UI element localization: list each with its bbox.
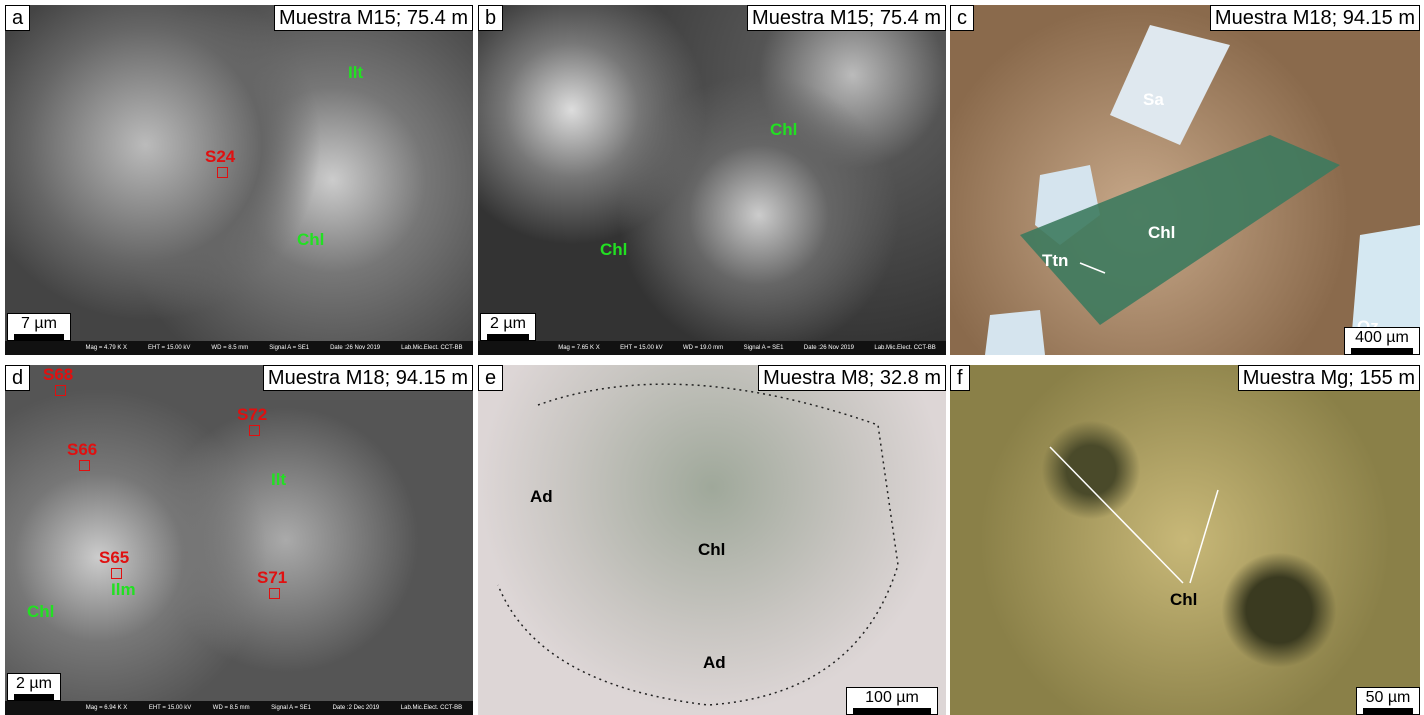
scale-label: 400 µm: [1355, 329, 1409, 346]
micrograph: [985, 25, 1420, 355]
panel-letter: d: [5, 365, 31, 391]
label: S66: [67, 440, 98, 459]
panel-title: Muestra Mg; 155 m: [1237, 365, 1420, 391]
footer-text: Lab.Mic.Elect. CCT-BB: [874, 345, 936, 351]
panel: b Muestra M15; 75.4 m Chl Chl 2 µm Mag =…: [478, 5, 946, 355]
footer-text: Date :26 Nov 2019: [803, 345, 854, 351]
label: Ilt: [348, 63, 364, 82]
panel-title: Muestra M15; 75.4 m: [747, 5, 946, 31]
label: S24: [205, 147, 236, 166]
sem-footer: Mag = 4.79 K X EHT = 15.00 kV WD = 8.5 mm S…: [5, 341, 473, 355]
footer-text: EHT = 15.00 kV: [620, 345, 663, 351]
scale-bar: 2 µm: [7, 673, 61, 701]
scale-label: 50 µm: [1365, 689, 1411, 706]
label: Chl: [1170, 590, 1198, 609]
label: Ilt: [271, 470, 287, 489]
label: Ttn: [1042, 251, 1069, 270]
panel: f Muestra Mg; 155 m Chl 50 µm: [950, 365, 1420, 715]
scale-bar: 2 µm: [480, 313, 536, 341]
footer-text: Date :26 Nov 2019: [330, 345, 381, 351]
panel-title: Muestra M18; 94.15 m: [1209, 5, 1420, 31]
label: S68: [43, 365, 74, 384]
label: Chl: [600, 240, 628, 259]
label: Chl: [698, 540, 726, 559]
label: Ad: [530, 487, 553, 506]
panel-title: Muestra M18; 94.15 m: [262, 365, 473, 391]
label: S71: [257, 568, 288, 587]
scale-label: 7 µm: [21, 315, 57, 332]
label: Chl: [297, 230, 325, 249]
footer-text: Signal A = SE1: [271, 705, 312, 711]
sem-footer: Mag = 7.65 K X EHT = 15.00 kV WD = 19.0 mm…: [478, 341, 946, 355]
footer-text: Date :2 Dec 2019: [332, 705, 380, 711]
panel-title: Muestra M8; 32.8 m: [758, 365, 946, 391]
scale-label: 100 µm: [865, 689, 919, 706]
scale-bar: 7 µm: [7, 313, 71, 341]
footer-text: EHT = 15.00 kV: [148, 705, 192, 711]
footer-text: Mag = 4.79 K X: [85, 345, 128, 351]
label: Chl: [770, 120, 798, 139]
footer-text: Lab.Mic.Elect. CCT-BB: [400, 705, 463, 711]
footer-text: WD = 19.0 mm: [683, 345, 724, 351]
footer-text: Mag = 6.94 K X: [85, 705, 128, 711]
label: Chl: [27, 602, 55, 621]
panel-letter: b: [478, 5, 504, 31]
panel: d Muestra M18; 94.15 m S68 S66 S72 S65 S…: [5, 365, 473, 715]
footer-text: WD = 8.5 mm: [211, 345, 249, 351]
label: Ad: [703, 653, 726, 672]
panel: e Muestra M8; 32.8 m Ad Chl Ad 100 µm: [478, 365, 946, 715]
scale-label: 2 µm: [16, 675, 52, 692]
label: Ilm: [111, 580, 136, 599]
footer-text: Signal A = SE1: [269, 345, 310, 351]
panel: a Muestra M15; 75.4 m Ilt S24 Chl 7 µm M…: [5, 5, 473, 355]
scale-bar: 400 µm: [1344, 327, 1420, 355]
panel-title: Muestra M15; 75.4 m: [274, 5, 473, 31]
panel: c Muestra M18; 94.15 m Sa Chl Ttn Qz 400…: [950, 5, 1420, 355]
label: Sa: [1143, 90, 1164, 109]
micrograph: [1049, 446, 1219, 584]
panel-letter: f: [950, 365, 970, 391]
label: S72: [237, 405, 268, 424]
footer-text: WD = 8.5 mm: [212, 705, 250, 711]
label: S65: [99, 548, 130, 567]
panel-letter: a: [5, 5, 31, 31]
scale-bar: 50 µm: [1356, 687, 1420, 715]
label: Chl: [1148, 223, 1176, 242]
sem-footer: Mag = 6.94 K X EHT = 15.00 kV WD = 8.5 mm S…: [5, 701, 473, 715]
scale-bar: 100 µm: [846, 687, 938, 715]
footer-text: Mag = 7.65 K X: [558, 345, 600, 351]
panel-letter: c: [950, 5, 974, 31]
footer-text: EHT = 15.00 kV: [148, 345, 191, 351]
footer-text: Lab.Mic.Elect. CCT-BB: [401, 345, 463, 351]
scale-label: 2 µm: [490, 315, 526, 332]
spot: [217, 167, 228, 178]
panel-letter: e: [478, 365, 504, 391]
footer-text: Signal A = SE1: [743, 345, 784, 351]
